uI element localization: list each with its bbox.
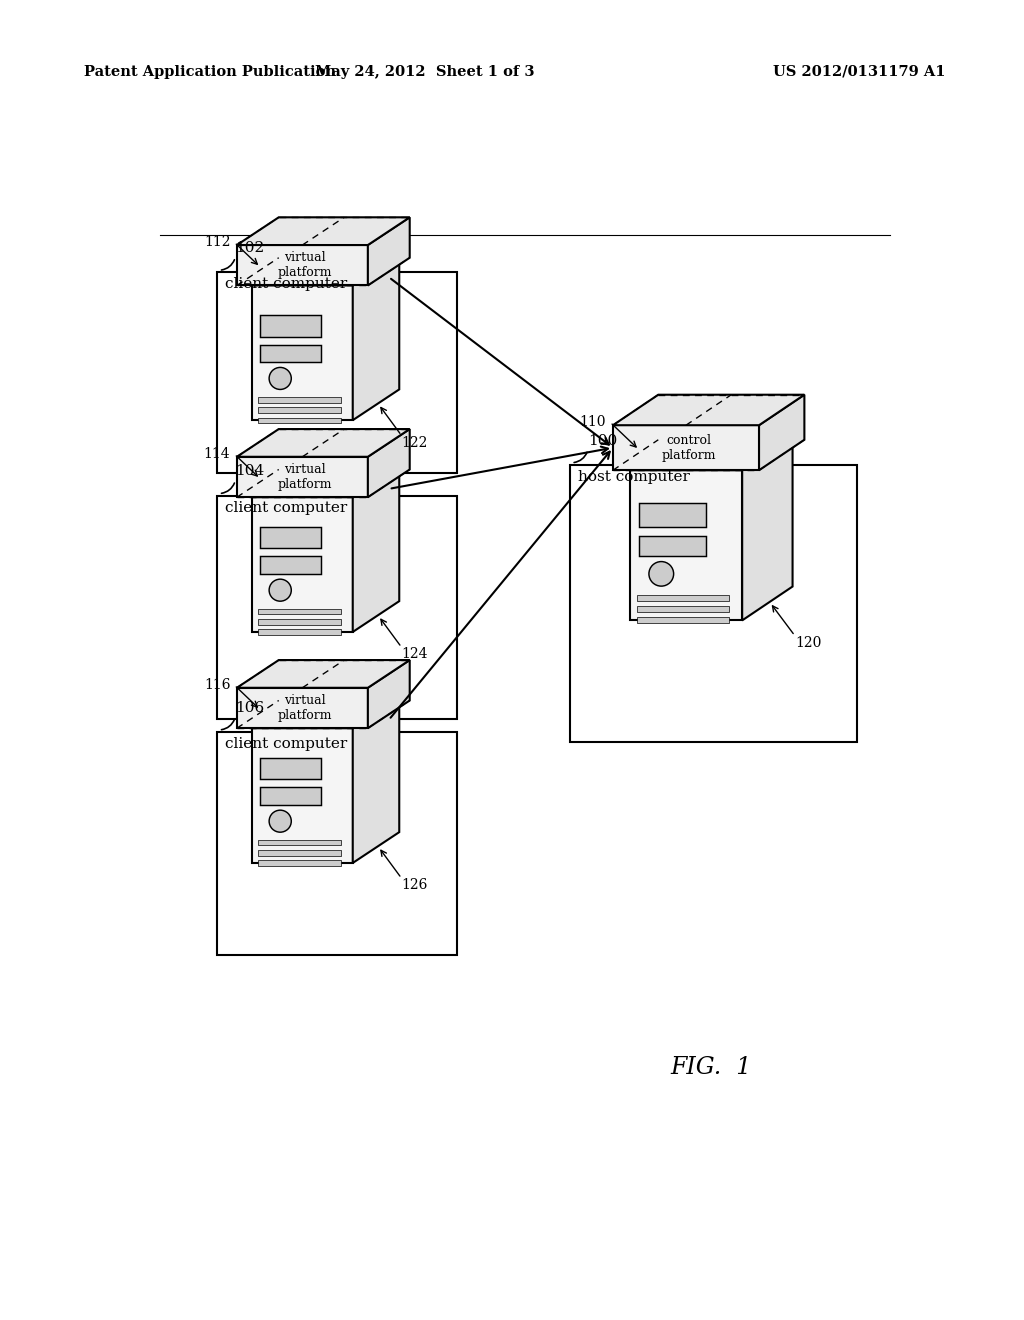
- Bar: [569, 465, 856, 742]
- Polygon shape: [258, 840, 341, 845]
- Polygon shape: [237, 246, 368, 285]
- Text: 124: 124: [401, 647, 428, 661]
- Bar: [217, 272, 458, 473]
- Polygon shape: [742, 437, 793, 620]
- Bar: [217, 733, 458, 956]
- Polygon shape: [352, 697, 399, 863]
- Polygon shape: [237, 688, 368, 729]
- Text: 122: 122: [401, 436, 428, 450]
- Text: 102: 102: [236, 242, 264, 255]
- Polygon shape: [260, 788, 321, 805]
- Polygon shape: [639, 536, 707, 556]
- Text: 106: 106: [236, 701, 264, 714]
- Polygon shape: [368, 218, 410, 285]
- Text: 100: 100: [588, 433, 617, 447]
- Ellipse shape: [649, 561, 674, 586]
- Polygon shape: [260, 557, 321, 574]
- Polygon shape: [613, 425, 759, 470]
- Text: 114: 114: [204, 447, 230, 461]
- Polygon shape: [252, 466, 399, 498]
- Text: FIG.  1: FIG. 1: [671, 1056, 752, 1078]
- Text: May 24, 2012  Sheet 1 of 3: May 24, 2012 Sheet 1 of 3: [315, 65, 535, 79]
- Polygon shape: [258, 417, 341, 422]
- Text: client computer: client computer: [225, 277, 347, 292]
- Polygon shape: [252, 498, 352, 632]
- Ellipse shape: [269, 367, 291, 389]
- Text: client computer: client computer: [225, 737, 347, 751]
- Polygon shape: [352, 255, 399, 420]
- Polygon shape: [630, 437, 793, 470]
- Polygon shape: [258, 850, 341, 855]
- Polygon shape: [258, 609, 341, 614]
- Text: 104: 104: [236, 465, 264, 478]
- Polygon shape: [260, 345, 321, 362]
- Polygon shape: [258, 630, 341, 635]
- Polygon shape: [237, 429, 410, 457]
- Polygon shape: [613, 395, 805, 425]
- Polygon shape: [258, 397, 341, 403]
- Polygon shape: [258, 408, 341, 413]
- Polygon shape: [637, 595, 729, 601]
- Text: 126: 126: [401, 878, 428, 892]
- Polygon shape: [368, 660, 410, 729]
- Polygon shape: [237, 457, 368, 498]
- Text: 112: 112: [204, 235, 230, 249]
- Polygon shape: [252, 697, 399, 729]
- Text: 116: 116: [204, 678, 230, 692]
- Polygon shape: [252, 285, 352, 420]
- Polygon shape: [637, 606, 729, 612]
- Text: 110: 110: [580, 416, 605, 429]
- Text: host computer: host computer: [578, 470, 689, 484]
- Polygon shape: [368, 429, 410, 498]
- Polygon shape: [759, 395, 805, 470]
- Polygon shape: [630, 470, 742, 620]
- Text: Patent Application Publication: Patent Application Publication: [84, 65, 336, 79]
- Ellipse shape: [269, 579, 291, 601]
- Text: virtual
platform: virtual platform: [278, 251, 332, 280]
- Polygon shape: [237, 218, 410, 246]
- Text: 120: 120: [795, 636, 821, 649]
- Text: client computer: client computer: [225, 500, 347, 515]
- Polygon shape: [260, 527, 321, 548]
- Polygon shape: [637, 618, 729, 623]
- Polygon shape: [252, 729, 352, 863]
- Text: virtual
platform: virtual platform: [278, 463, 332, 491]
- Polygon shape: [260, 758, 321, 779]
- Polygon shape: [258, 861, 341, 866]
- Polygon shape: [639, 503, 707, 527]
- Polygon shape: [237, 660, 410, 688]
- Text: control
platform: control platform: [662, 434, 716, 462]
- Ellipse shape: [269, 810, 291, 832]
- Text: virtual
platform: virtual platform: [278, 694, 332, 722]
- Polygon shape: [352, 466, 399, 632]
- Polygon shape: [258, 619, 341, 624]
- Polygon shape: [260, 315, 321, 337]
- Polygon shape: [252, 255, 399, 285]
- Text: US 2012/0131179 A1: US 2012/0131179 A1: [773, 65, 945, 79]
- Bar: [217, 496, 458, 719]
